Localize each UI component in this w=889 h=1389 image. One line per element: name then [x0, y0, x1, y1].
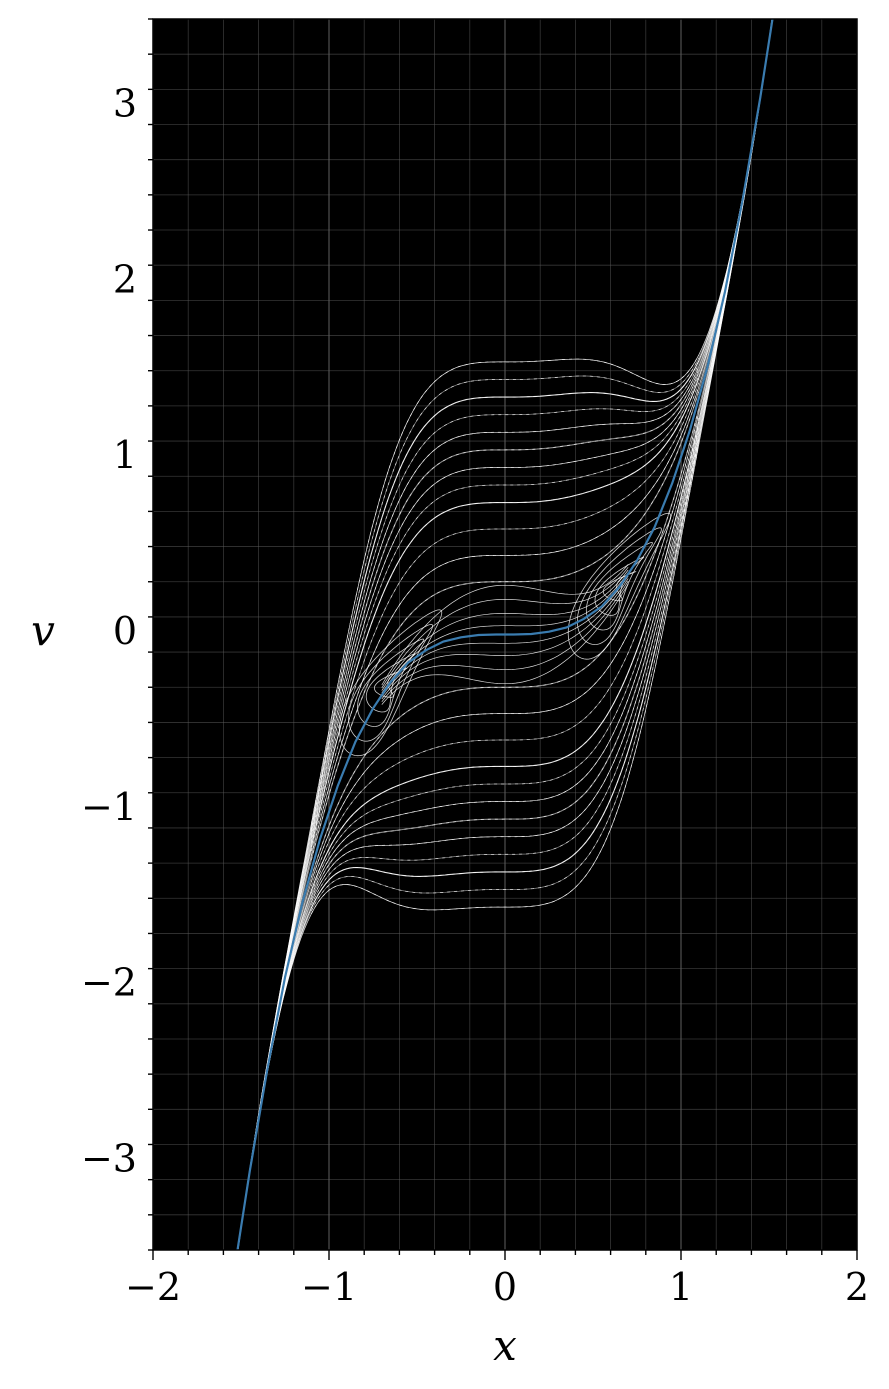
saddle-line	[381, 575, 629, 697]
saddle-line	[381, 572, 629, 694]
y-tick-label: −1	[81, 785, 137, 829]
trajectory-line	[237, 19, 773, 1250]
axis-ticks	[148, 18, 858, 1260]
trajectory-streak	[311, 387, 699, 856]
saddle-line	[381, 569, 629, 691]
trajectory-line	[237, 19, 773, 1250]
y-tick-labels: −3 −2 −1 0 1 2 3	[81, 81, 137, 1180]
x-tick-label: 1	[669, 1265, 693, 1309]
x-tick-labels: −2 −1 0 1 2	[125, 1265, 869, 1309]
swirl-loop	[576, 527, 662, 646]
trajectories	[237, 19, 773, 1250]
trajectory-streak	[311, 372, 699, 841]
y-axis-label: v	[31, 606, 55, 655]
x-axis-label: x	[493, 1321, 517, 1370]
y-tick-label: 3	[113, 81, 137, 125]
trajectory-line	[237, 19, 773, 1250]
saddle-line	[381, 564, 629, 686]
trajectory-streak	[311, 413, 699, 882]
x-tick-label: −2	[125, 1265, 181, 1309]
swirl-loop	[585, 541, 653, 631]
trajectory-streak	[311, 369, 699, 839]
saddle-line	[381, 583, 629, 705]
trajectory-streak	[311, 391, 699, 860]
y-tick-label: −2	[81, 961, 137, 1005]
trajectory-streak	[311, 358, 699, 827]
saddle-line	[381, 578, 629, 700]
saddle-line	[381, 566, 629, 689]
trajectory-streak	[311, 442, 699, 911]
x-tick-label: 0	[493, 1265, 517, 1309]
trajectory-streak	[311, 375, 699, 844]
trajectory-streak	[311, 355, 699, 824]
trajectory-streak	[311, 445, 699, 914]
saddle-line	[381, 580, 629, 703]
y-tick-label: 1	[113, 433, 137, 477]
trajectory-streak	[311, 422, 699, 891]
highlighted-curve	[236, 19, 774, 1250]
y-tick-label: −3	[81, 1137, 137, 1181]
swirl-loop	[338, 609, 443, 757]
trajectory-streak	[311, 428, 699, 897]
trajectory-streak	[311, 433, 699, 903]
trajectory-streak	[311, 382, 699, 852]
x-tick-label: −1	[301, 1265, 357, 1309]
trajectory-streak	[311, 417, 699, 887]
series-group	[236, 19, 774, 1250]
trajectory-streak	[311, 409, 699, 878]
trajectory-streak	[311, 378, 699, 847]
y-tick-label: 2	[113, 257, 137, 301]
x-tick-label: 2	[845, 1265, 869, 1309]
trajectory-streak	[311, 366, 699, 836]
trajectory-streak	[311, 363, 699, 833]
y-tick-label: 0	[113, 609, 137, 653]
